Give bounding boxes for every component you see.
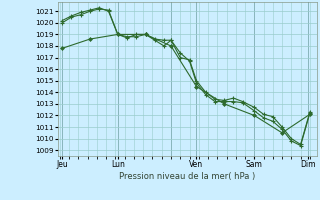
X-axis label: Pression niveau de la mer( hPa ): Pression niveau de la mer( hPa ) xyxy=(119,172,255,181)
